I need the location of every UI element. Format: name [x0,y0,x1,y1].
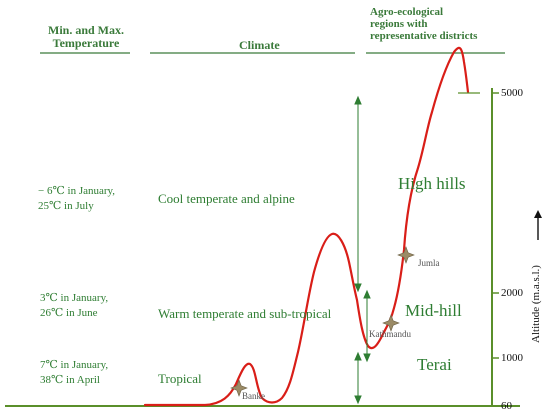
climate-cool-temperate: Cool temperate and alpine [158,191,295,206]
district-kathmandu: Kathmandu [369,329,411,339]
banke-marker-icon [230,379,248,397]
district-banke: Banke [242,391,265,401]
regions-header-line-1: Agro-ecological [370,6,444,18]
axis-tick-label: 5000 [501,87,523,99]
arrow-head-icon [534,210,542,218]
altitude-axis-label: Altitude (m.a.s.l.) [530,265,542,343]
regions-header-line-2: regions with [370,18,428,30]
temperature-line: 26℃ in June [40,307,98,319]
regions-header: Agro-ecological regions with representat… [370,6,477,42]
district-jumla: Jumla [418,258,440,268]
temperature-header-line-1: Min. and Max. [48,23,125,37]
region-terai: Terai [417,355,452,374]
mid-hill-range-arrow [363,289,371,363]
elevation-profile [143,46,470,407]
axis-tick-label: 1000 [501,352,523,364]
temperature-line: 7℃ in January, [40,359,109,371]
jumla-marker-icon [397,246,415,264]
region-mid-hill: Mid-hill [405,301,462,320]
climate-warm-temperate: Warm temperate and sub-tropical [158,306,332,321]
temperature-line: − 6℃ in January, [38,185,116,197]
temperature-mid-hill: 3℃ in January, 26℃ in June [40,291,108,321]
temperature-line: 38℃ in April [40,374,100,386]
high-hills-range-arrow [354,95,362,293]
temperature-header: Min. and Max. Temperature [48,24,124,50]
axis-tick-label: 60 [501,400,512,412]
temperature-header-line-2: Temperature [52,36,120,50]
climate-header: Climate [239,38,280,52]
temperature-line: 3℃ in January, [40,292,109,304]
region-high-hills: High hills [398,174,466,193]
terai-range-arrow [354,351,362,405]
regions-header-line-3: representative districts [370,30,478,42]
axis-tick-label: 2000 [501,287,523,299]
temperature-terai: 7℃ in January, 38℃ in April [40,358,108,388]
temperature-line: 25℃ in July [38,200,94,212]
temperature-high-hills: − 6℃ in January, 25℃ in July [38,184,115,214]
climate-tropical: Tropical [158,371,202,386]
kathmandu-marker-icon [382,314,400,332]
